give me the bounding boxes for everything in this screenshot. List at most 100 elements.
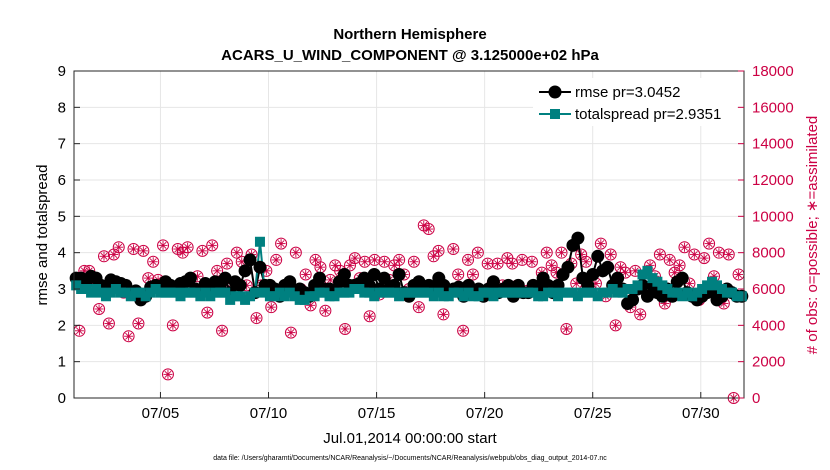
obs-possible-point xyxy=(122,330,135,343)
obs-assimilated-point xyxy=(453,269,463,279)
y-tick-label-right: 0 xyxy=(752,390,760,407)
asterisk-stroke xyxy=(233,249,241,257)
obs-possible-point xyxy=(422,223,435,236)
obs-assimilated-point xyxy=(557,248,566,258)
obs-assimilated-point xyxy=(463,255,473,265)
obs-possible-point xyxy=(157,239,170,252)
obs-possible-point xyxy=(712,246,725,259)
x-tick-label: 07/20 xyxy=(466,405,504,422)
obs-possible-point xyxy=(722,248,735,261)
asterisk-stroke xyxy=(666,256,674,264)
obs-possible-point xyxy=(265,301,278,314)
obs-assimilated-point xyxy=(424,224,434,234)
obs-assimilated-point xyxy=(665,255,675,265)
asterisk-stroke xyxy=(272,256,280,264)
rmse-point xyxy=(601,260,615,274)
obs-assimilated-point xyxy=(724,249,734,259)
asterisk-stroke xyxy=(656,250,664,258)
rmse-point xyxy=(591,249,605,263)
obs-assimilated-point xyxy=(315,262,325,272)
rmse-point xyxy=(561,260,575,274)
asterisk-stroke xyxy=(464,256,472,264)
obs-possible-point xyxy=(663,253,676,266)
obs-possible-point xyxy=(703,237,716,250)
x-tick-label: 07/30 xyxy=(682,405,720,422)
obs-possible-point xyxy=(93,302,106,315)
asterisk-stroke xyxy=(474,249,482,257)
totalspread-point xyxy=(220,287,231,298)
obs-possible-point xyxy=(432,244,445,257)
asterisk-stroke xyxy=(208,241,216,249)
obs-possible-point xyxy=(560,322,573,335)
y-axis-label-right: # of obs: o=possible; ∗=assimilated xyxy=(804,116,821,355)
asterisk-stroke xyxy=(174,245,182,253)
asterisk-stroke xyxy=(213,267,221,275)
obs-assimilated-point xyxy=(635,309,645,319)
obs-assimilated-point xyxy=(704,239,714,249)
y-tick-label-right: 10000 xyxy=(752,208,794,225)
obs-assimilated-point xyxy=(419,220,429,230)
asterisk-stroke xyxy=(134,320,142,328)
asterisk-stroke xyxy=(543,249,551,257)
asterisk-stroke xyxy=(95,305,103,313)
obs-possible-point xyxy=(516,253,529,266)
y-tick-label-left: 5 xyxy=(58,208,66,225)
asterisk-stroke xyxy=(612,321,620,329)
y-tick-label-left: 0 xyxy=(58,390,66,407)
obs-possible-point xyxy=(368,253,381,266)
asterisk-stroke xyxy=(331,261,339,269)
asterisk-stroke xyxy=(125,332,133,340)
obs-assimilated-point xyxy=(620,268,630,278)
rmse-point xyxy=(377,271,391,285)
obs-possible-point xyxy=(437,308,450,321)
obs-assimilated-point xyxy=(114,242,124,252)
legend: rmse pr=3.0452 totalspread pr=2.9351 xyxy=(533,78,737,126)
asterisk-stroke xyxy=(720,300,728,308)
obs-possible-point xyxy=(466,268,479,281)
obs-assimilated-point xyxy=(596,239,606,249)
obs-assimilated-point xyxy=(438,309,448,319)
obs-possible-point xyxy=(196,244,209,257)
obs-assimilated-point xyxy=(679,242,689,252)
y-tick-label-left: 4 xyxy=(58,245,66,262)
asterisk-stroke xyxy=(715,249,723,257)
asterisk-stroke xyxy=(631,267,639,275)
y-tick-label-right: 16000 xyxy=(752,99,794,116)
totalspread-point xyxy=(250,287,260,298)
obs-assimilated-point xyxy=(276,239,286,249)
y-axis-label-left: rmse and totalspread xyxy=(34,165,51,306)
obs-possible-point xyxy=(462,253,475,266)
rmse-point xyxy=(218,271,232,285)
asterisk-stroke xyxy=(469,270,477,278)
legend-totalspread-marker xyxy=(550,109,560,119)
y-tick-label-left: 7 xyxy=(58,136,66,153)
obs-possible-point xyxy=(250,312,263,325)
y-tick-label-left: 3 xyxy=(58,281,66,298)
obs-possible-point xyxy=(407,255,420,268)
obs-assimilated-point xyxy=(394,255,404,265)
legend-rmse-label: rmse pr=3.0452 xyxy=(575,84,680,101)
rmse-point xyxy=(571,231,585,245)
x-tick-label: 07/15 xyxy=(358,405,396,422)
asterisk-stroke xyxy=(671,269,679,277)
asterisk-stroke xyxy=(321,307,329,315)
asterisk-stroke xyxy=(680,243,688,251)
obs-possible-point xyxy=(102,317,115,330)
asterisk-stroke xyxy=(439,310,447,318)
y-tick-label-right: 6000 xyxy=(752,281,785,298)
obs-assimilated-point xyxy=(542,248,552,258)
obs-possible-point xyxy=(339,322,352,335)
obs-assimilated-point xyxy=(197,246,207,256)
obs-possible-point xyxy=(447,243,460,256)
asterisk-stroke xyxy=(130,245,138,253)
rmse-point xyxy=(233,278,247,292)
obs-assimilated-point xyxy=(173,244,183,254)
rmse-point xyxy=(238,264,252,278)
asterisk-stroke xyxy=(149,258,157,266)
plot-frame xyxy=(73,70,745,399)
obs-possible-point xyxy=(284,326,297,339)
asterisk-stroke xyxy=(100,252,108,260)
obs-possible-point xyxy=(98,250,110,263)
obs-possible-point xyxy=(275,237,288,250)
